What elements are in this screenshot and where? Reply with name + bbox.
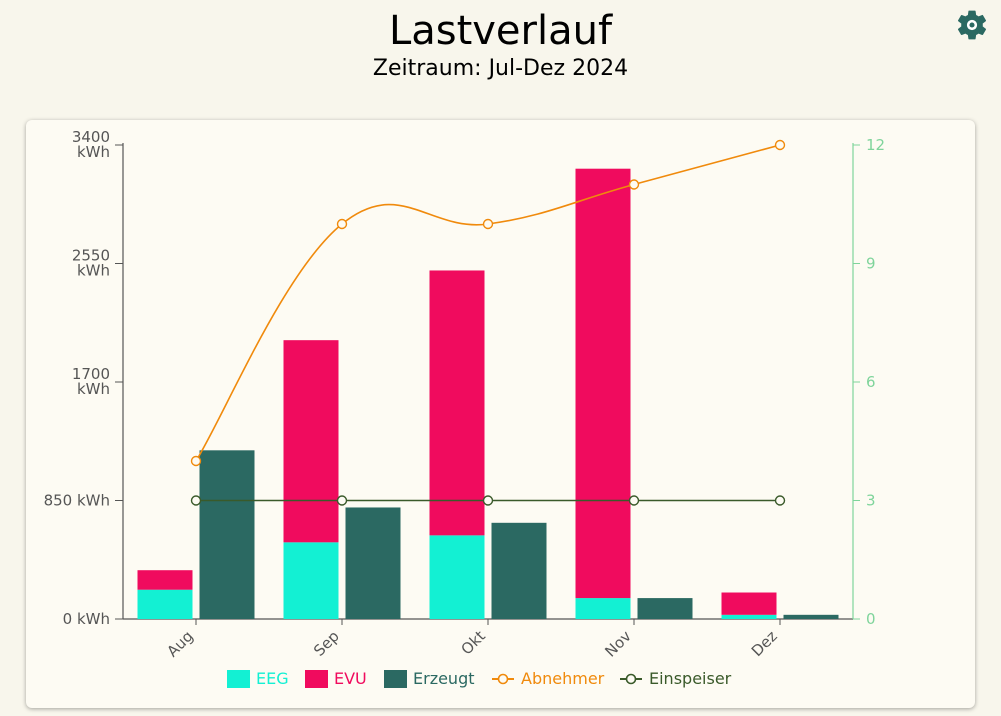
bar-erzeugt (491, 522, 547, 619)
y-right-tick-label: 3 (866, 492, 876, 510)
y-left-tick-label: 850 kWh (44, 492, 110, 510)
y-left-tick-label: 3400 (72, 128, 110, 146)
point-einspeiser (628, 495, 640, 506)
point-abnehmer (774, 139, 786, 151)
legend-item-evu[interactable]: EVU (305, 669, 367, 688)
bar-evu (137, 570, 193, 590)
bar-erzeugt (345, 507, 401, 619)
bar-eeg (721, 614, 777, 619)
bar-evu (575, 168, 631, 599)
point-abnehmer (482, 218, 494, 230)
legend-item-einspeiser[interactable]: Einspeiser (620, 669, 732, 688)
legend-label: Abnehmer (521, 669, 605, 688)
bar-eeg (137, 589, 193, 619)
line-abnehmer (195, 144, 781, 462)
chart-subtitle: Zeitraum: Jul-Dez 2024 (372, 56, 629, 81)
legend-label: EEG (256, 669, 289, 688)
y-left-tick-unit: kWh (77, 143, 110, 161)
legend-swatch (227, 670, 250, 688)
y-right-tick-label: 9 (866, 255, 876, 273)
point-einspeiser (774, 495, 786, 506)
legend-swatch-marker (497, 673, 509, 685)
y-left-tick-unit: kWh (77, 380, 110, 398)
bar-eeg (283, 542, 339, 619)
x-tick-label: Dez (748, 627, 781, 660)
bar-evu (721, 592, 777, 615)
x-tick-label: Sep (310, 627, 343, 660)
legend-item-abnehmer[interactable]: Abnehmer (492, 669, 605, 688)
bar-eeg (575, 598, 631, 619)
point-abnehmer (628, 179, 640, 190)
x-tick-label: Nov (601, 627, 635, 661)
legend-swatch-marker (625, 673, 637, 685)
y-left-tick-label: 2550 (72, 247, 110, 265)
y-left-tick-unit: kWh (77, 262, 110, 280)
y-right-tick-label: 12 (866, 136, 885, 154)
y-right-tick-label: 6 (866, 373, 876, 391)
y-left-tick-label: 1700 (72, 365, 110, 383)
point-abnehmer (190, 455, 202, 467)
bar-erzeugt (199, 450, 255, 619)
legend-item-eeg[interactable]: EEG (227, 669, 289, 688)
bar-eeg (429, 535, 485, 619)
point-einspeiser (190, 495, 202, 506)
legend-label: EVU (334, 669, 367, 688)
bar-evu (429, 270, 485, 536)
bar-evu (283, 340, 339, 543)
y-left-tick-label: 0 kWh (63, 610, 110, 628)
legend-label: Einspeiser (649, 669, 732, 688)
x-tick-label: Aug (163, 627, 196, 660)
point-abnehmer (336, 218, 348, 230)
bar-erzeugt (637, 598, 693, 619)
legend-item-erzeugt[interactable]: Erzeugt (384, 669, 475, 688)
y-right-tick-label: 0 (866, 610, 876, 628)
bar-erzeugt (783, 614, 839, 619)
legend-swatch (305, 670, 328, 688)
legend-label: Erzeugt (413, 669, 475, 688)
point-einspeiser (482, 495, 494, 506)
legend-swatch (384, 670, 407, 688)
point-einspeiser (336, 495, 348, 506)
gear-icon[interactable] (954, 7, 990, 43)
chart-title: Lastverlauf (388, 8, 613, 54)
x-tick-label: Okt (457, 627, 488, 658)
